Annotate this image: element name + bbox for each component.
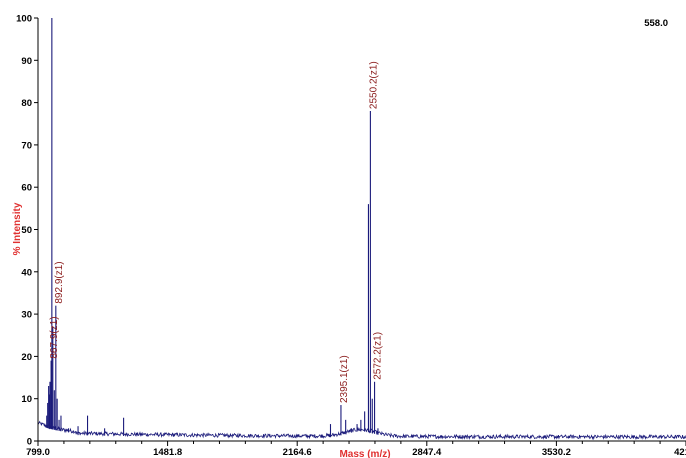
y-tick-label: 60 xyxy=(21,183,32,194)
baseline-noise-trace xyxy=(37,420,686,441)
peak-label: 867.9(z1) xyxy=(49,316,60,358)
spectrum-trace-group xyxy=(37,18,686,441)
x-axis-title: Mass (m/z) xyxy=(339,449,390,458)
x-tick-label: 799.0 xyxy=(26,447,50,458)
y-tick-label: 30 xyxy=(21,310,32,321)
y-tick-label: 20 xyxy=(21,352,32,363)
peak-label: 2572.2(z1) xyxy=(373,332,384,380)
peak-label: 892.9(z1) xyxy=(54,261,65,303)
y-tick-label: 50 xyxy=(21,225,32,236)
y-tick-label: 70 xyxy=(21,140,32,151)
max-intensity-value: 558.0 xyxy=(644,18,668,29)
peak-labels-group: 867.9(z1) 892.9(z1) 2395.1(z1) 2550.2(z1) 25… xyxy=(49,61,383,403)
y-tick-label: 40 xyxy=(21,267,32,278)
y-tick-label: 10 xyxy=(21,394,32,405)
peak-label: 2550.2(z1) xyxy=(368,61,379,109)
y-axis-title: % Intensity xyxy=(12,202,23,255)
x-tick-label: 2847.4 xyxy=(412,447,442,458)
peak-label: 2395.1(z1) xyxy=(339,355,350,403)
y-ticks-group: 0 10 20 30 40 50 60 70 80 90 100 xyxy=(16,14,38,448)
y-tick-label: 90 xyxy=(21,56,32,67)
x-ticks-group: 799.0 1481.8 2164.6 2847.4 3530.2 4213. xyxy=(26,441,686,458)
axes-group xyxy=(37,18,686,442)
x-tick-label: 2164.6 xyxy=(283,447,312,458)
y-tick-label: 100 xyxy=(16,14,32,25)
x-tick-label: 1481.8 xyxy=(153,447,182,458)
y-tick-label: 0 xyxy=(27,437,32,448)
y-tick-label: 80 xyxy=(21,98,32,109)
x-tick-label: 3530.2 xyxy=(542,447,571,458)
x-tick-label: 4213. xyxy=(674,447,686,458)
